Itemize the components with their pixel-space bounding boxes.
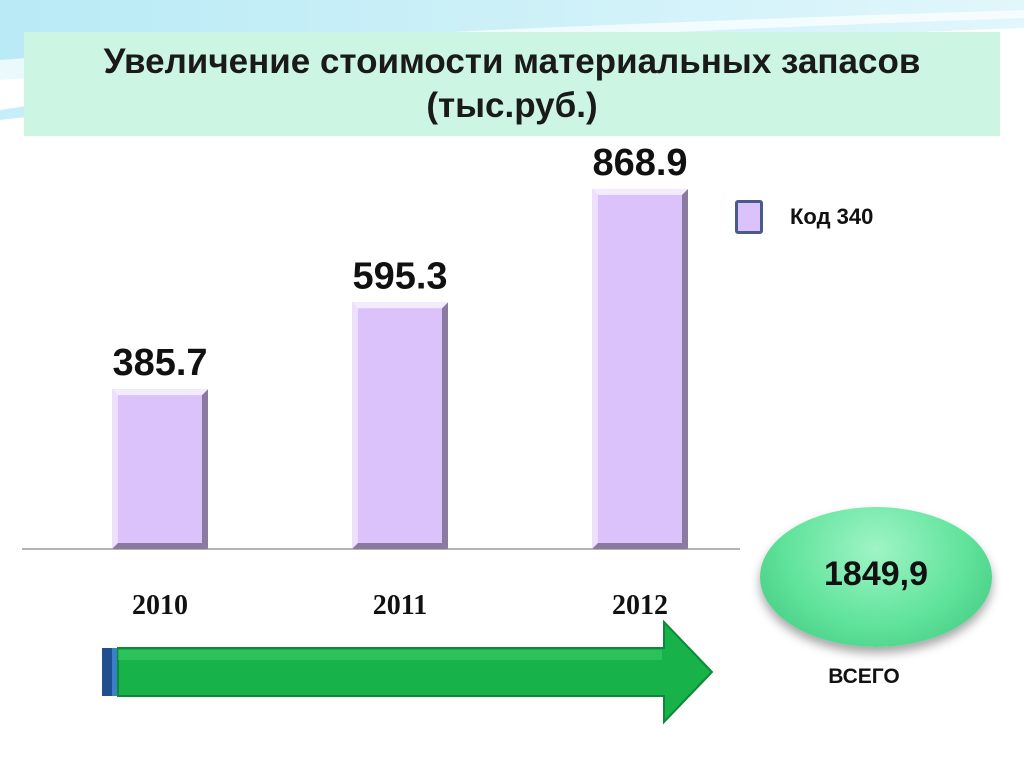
total-label: ВСЕГО — [828, 665, 900, 688]
bar-bevel-right-2012 — [682, 188, 688, 549]
total-value: 1849,9 — [824, 555, 928, 593]
bar-bevel-bottom-2012 — [592, 543, 688, 549]
bar-bevel-top-2010 — [112, 389, 208, 396]
bar-bevel-bottom-2011 — [352, 543, 448, 549]
bar-bevel-top-2011 — [352, 302, 448, 309]
title-box: Увеличение стоимости материальных запасо… — [24, 32, 1000, 136]
bar-face-2012 — [592, 188, 688, 549]
value-label-2011: 595.3 — [352, 255, 447, 297]
bar-bevel-left-2010 — [112, 389, 118, 549]
total-oval: 1849,9 — [760, 507, 992, 647]
bar-face-2011 — [352, 302, 448, 549]
bar-bevel-right-2011 — [442, 302, 448, 549]
legend-square-icon — [735, 200, 763, 234]
bar-bevel-top-2012 — [592, 188, 688, 195]
bar-bevel-bottom-2010 — [112, 543, 208, 549]
category-label-2010: 2010 — [132, 590, 188, 621]
bar-2012 — [592, 188, 688, 549]
value-label-2012: 868.9 — [592, 142, 687, 184]
bar-2011 — [352, 302, 448, 549]
category-label-2012: 2012 — [612, 590, 668, 621]
category-label-2011: 2011 — [373, 590, 427, 621]
value-label-2010: 385.7 — [112, 342, 207, 384]
bar-2010 — [112, 389, 208, 549]
chart-title: Увеличение стоимости материальных запасо… — [103, 42, 921, 125]
legend: Код 340 — [735, 200, 873, 234]
bar-bevel-left-2011 — [352, 302, 358, 549]
right-arrow-icon — [102, 620, 714, 725]
bar-bevel-left-2012 — [592, 188, 598, 549]
bar-face-2010 — [112, 389, 208, 549]
legend-label: Код 340 — [790, 204, 874, 229]
bar-bevel-right-2010 — [202, 389, 208, 549]
